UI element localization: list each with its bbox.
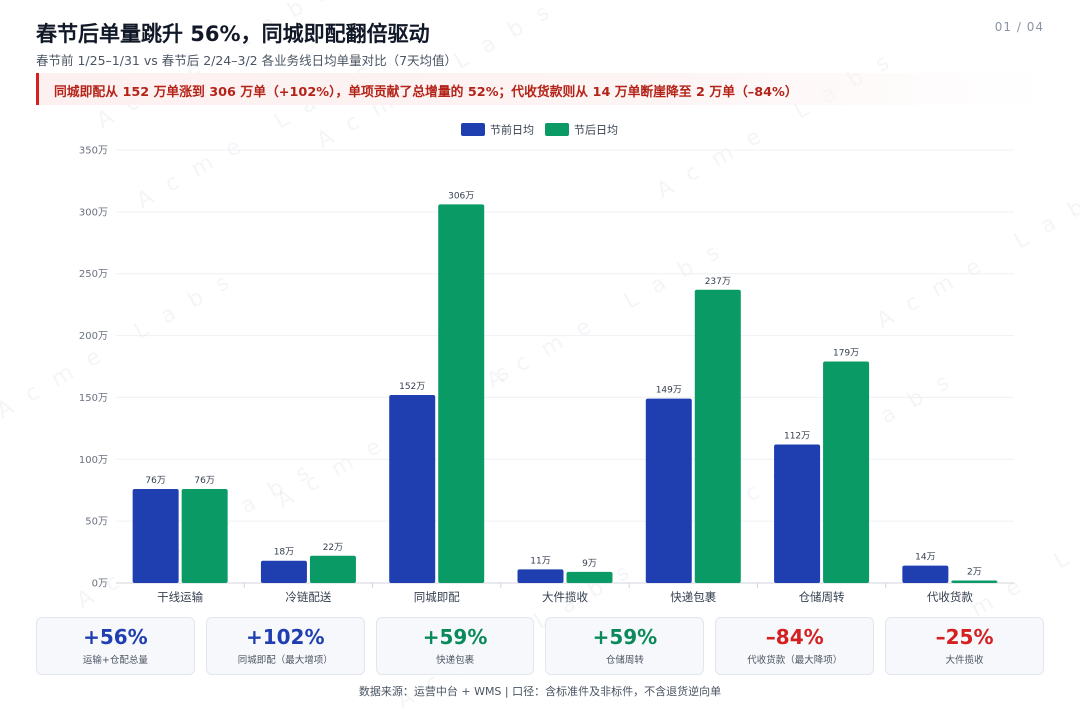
kpi-label: 同城即配（最大增项）	[237, 655, 333, 666]
key-insight-banner: 同城即配从 152 万单涨到 306 万单（+102%），单项贡献了总增量的 5…	[36, 73, 1046, 105]
legend-swatch	[545, 123, 569, 136]
legend-label: 节前日均	[490, 123, 534, 137]
x-tick-label: 干线运输	[157, 590, 203, 604]
bar-after	[566, 571, 613, 583]
x-tick-label: 快递包裹	[670, 590, 716, 604]
kpi-label: 仓储周转	[605, 655, 644, 666]
kpi-card: –25% 大件揽收	[885, 617, 1044, 675]
kpi-label: 运输+仓配总量	[82, 655, 148, 666]
bar-before	[645, 398, 692, 583]
y-tick-label: 100万	[79, 455, 108, 466]
page-subtitle: 春节前 1/25–1/31 vs 春节后 2/24–3/2 各业务线日均单量对比…	[36, 53, 458, 68]
kpi-card: +59% 仓储周转	[545, 617, 705, 675]
bar-before	[389, 394, 436, 583]
y-tick-label: 250万	[79, 269, 108, 280]
data-label: 179万	[833, 349, 859, 359]
bar-after	[309, 555, 356, 583]
data-label: 149万	[656, 386, 682, 396]
kpi-label: 快递包裹	[436, 655, 475, 666]
kpi-value: +102%	[245, 625, 325, 649]
data-label: 76万	[145, 476, 165, 486]
data-label: 2万	[967, 568, 982, 578]
y-tick-label: 200万	[79, 331, 108, 342]
kpi-value: +59%	[422, 625, 488, 649]
page-title: 春节后单量跳升 56%，同城即配翻倍驱动	[36, 22, 430, 46]
bar-after	[181, 488, 228, 583]
y-tick-label: 350万	[79, 146, 108, 157]
kpi-card: –84% 代收货款（最大降项）	[715, 617, 875, 675]
kpi-label: 大件揽收	[945, 655, 984, 666]
data-label: 306万	[448, 191, 474, 201]
data-label: 18万	[274, 548, 294, 558]
bar-after	[694, 289, 741, 583]
data-label: 22万	[323, 543, 343, 553]
y-tick-label: 150万	[79, 393, 108, 404]
bar-after	[823, 361, 870, 583]
data-label: 76万	[194, 476, 214, 486]
bar-before	[517, 569, 564, 583]
data-source-note: 数据来源：运营中台 + WMS | 口径：含标准件及非标件，不含退货逆向单	[358, 685, 722, 698]
bar-before	[260, 560, 307, 583]
y-tick-label: 0万	[92, 579, 108, 590]
bar-after	[951, 580, 998, 583]
data-label: 9万	[582, 559, 597, 569]
kpi-value: –84%	[765, 625, 824, 649]
kpi-card: +59% 快递包裹	[375, 617, 535, 675]
kpi-row: +56% 运输+仓配总量 +102% 同城即配（最大增项） +59% 快递包裹 +59% 仓储…	[36, 617, 1044, 675]
kpi-label: 代收货款（最大降项）	[747, 655, 843, 666]
y-tick-label: 300万	[79, 207, 108, 218]
x-tick-label: 冷链配送	[285, 590, 331, 604]
x-tick-label: 仓储周转	[799, 590, 845, 604]
x-tick-label: 代收货款	[927, 590, 973, 604]
bar-after	[438, 204, 485, 583]
kpi-value: +56%	[83, 625, 148, 649]
x-tick-label: 大件揽收	[542, 590, 588, 604]
data-label: 112万	[784, 431, 810, 441]
data-label: 11万	[530, 556, 550, 566]
data-label: 152万	[399, 382, 425, 392]
bar-before	[774, 444, 821, 583]
x-tick-label: 同城即配	[414, 590, 460, 604]
bar-before	[132, 488, 179, 583]
legend-swatch	[461, 123, 485, 136]
data-label: 237万	[705, 277, 731, 287]
page-indicator: 01 / 04	[994, 20, 1044, 34]
kpi-card: +56% 运输+仓配总量	[36, 617, 195, 675]
kpi-card: +102% 同城即配（最大增项）	[205, 617, 365, 675]
bar-before	[902, 565, 949, 583]
kpi-value: –25%	[935, 625, 994, 649]
legend-label: 节后日均	[574, 124, 618, 137]
data-label: 14万	[915, 553, 935, 563]
kpi-value: +59%	[592, 625, 658, 649]
y-tick-label: 50万	[85, 517, 108, 528]
